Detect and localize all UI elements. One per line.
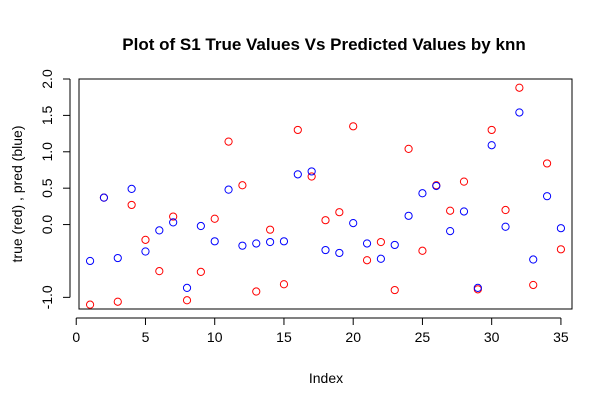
predicted-value-point: [473, 283, 482, 292]
predicted-value-point: [501, 222, 510, 231]
predicted-value-point: [266, 237, 275, 247]
predicted-value-point: [127, 184, 136, 194]
true-value-point: [556, 245, 566, 254]
y-tick-label: 0.0: [39, 215, 55, 235]
x-axis: 0 5 10 15 20 25 30 35: [72, 317, 569, 345]
y-tick-label: 0.5: [39, 178, 55, 198]
predicted-value-point: [238, 241, 247, 250]
true-value-point: [418, 246, 427, 255]
predicted-value-point: [556, 224, 566, 233]
true-value-point: [85, 300, 95, 309]
true-value-point: [279, 280, 289, 289]
predicted-value-point: [529, 255, 538, 264]
y-axis-label: true (red) , pred (blue): [9, 126, 25, 263]
x-tick-label: 0: [72, 329, 80, 345]
predicted-value-point: [432, 181, 441, 191]
x-tick-label: 20: [345, 329, 361, 345]
true-value-point: [529, 280, 538, 290]
predicted-value-point: [390, 240, 399, 250]
predicted-value-point: [182, 283, 192, 292]
true-value-point: [335, 208, 344, 217]
true-value-point: [307, 172, 316, 181]
true-value-point: [362, 256, 372, 265]
x-tick-label: 5: [142, 329, 150, 345]
true-value-point: [390, 285, 399, 295]
true-value-point: [293, 125, 302, 135]
y-tick-label: 1.5: [39, 105, 55, 125]
predicted-value-point: [335, 248, 344, 258]
true-value-point: [459, 177, 469, 186]
y-tick-label: 1.0: [39, 142, 55, 162]
x-tick-label: 15: [276, 329, 292, 345]
predicted-value-point: [459, 207, 469, 216]
true-value-point: [169, 212, 178, 221]
true-value-point: [155, 267, 164, 276]
true-value-point: [515, 83, 524, 92]
true-value-point: [182, 296, 192, 305]
true-value-point: [127, 200, 136, 210]
true-value-point: [141, 235, 150, 244]
true-value-point: [113, 297, 122, 306]
true-value-point: [266, 225, 275, 234]
x-tick-label: 25: [415, 329, 431, 345]
predicted-value-point: [321, 245, 330, 255]
true-value-point: [376, 237, 385, 247]
predicted-value-point: [99, 193, 109, 202]
true-value-point: [446, 206, 455, 215]
true-value-point: [210, 214, 219, 223]
predicted-value-point: [196, 221, 205, 231]
x-tick-label: 10: [207, 329, 223, 345]
predicted-value-point: [224, 185, 233, 194]
predicted-value-point: [210, 237, 219, 246]
x-tick-label: 30: [484, 329, 500, 345]
predicted-value-point: [155, 226, 164, 235]
predicted-value-point: [293, 170, 302, 179]
predicted-value-point: [307, 167, 316, 176]
predicted-value-point: [418, 189, 427, 198]
true-value-point: [404, 144, 413, 153]
true-value-point: [224, 137, 233, 146]
true-value-point: [238, 181, 247, 190]
chart-title: Plot of S1 True Values Vs Predicted Valu…: [122, 35, 525, 54]
predicted-value-point: [376, 254, 385, 263]
x-axis-label: Index: [309, 370, 343, 386]
data-points: [85, 83, 566, 309]
predicted-value-point: [515, 108, 524, 117]
predicted-value-point: [349, 219, 358, 228]
predicted-value-point: [279, 237, 289, 246]
true-value-point: [542, 159, 552, 168]
y-axis: -1.0 0.0 0.5 1.0 1.5 2.0: [39, 69, 71, 309]
predicted-value-point: [141, 247, 150, 256]
predicted-value-point: [446, 227, 455, 236]
y-tick-label: -1.0: [39, 285, 55, 309]
true-value-point: [196, 267, 205, 276]
predicted-value-point: [362, 239, 372, 248]
y-tick-label: 2.0: [39, 69, 55, 89]
plot-frame: [78, 78, 573, 310]
true-value-point: [487, 125, 496, 135]
true-value-point: [252, 287, 261, 296]
predicted-value-point: [169, 218, 178, 227]
predicted-value-point: [542, 192, 552, 201]
true-value-point: [349, 122, 358, 131]
true-value-point: [321, 216, 330, 225]
predicted-value-point: [404, 211, 413, 220]
true-value-point: [501, 205, 510, 215]
predicted-value-point: [252, 239, 261, 248]
predicted-value-point: [113, 253, 122, 263]
x-tick-label: 35: [553, 329, 569, 345]
predicted-value-point: [85, 256, 95, 266]
predicted-value-point: [487, 141, 496, 150]
